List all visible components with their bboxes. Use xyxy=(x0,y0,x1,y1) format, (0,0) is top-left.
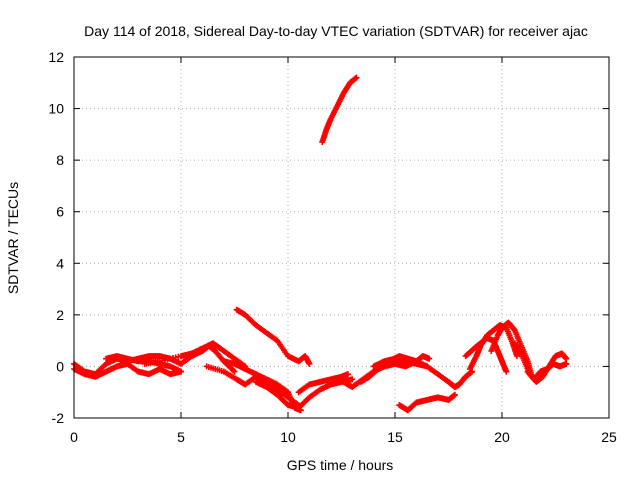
data-point xyxy=(306,360,313,367)
data-point xyxy=(563,355,570,362)
series-arc18 xyxy=(511,340,570,385)
data-point xyxy=(563,360,570,367)
series-arc14 xyxy=(396,391,458,414)
x-tick-label: 5 xyxy=(177,429,185,445)
x-tick-label: 25 xyxy=(601,429,617,445)
series-arc7 xyxy=(233,306,313,367)
plot-frame xyxy=(73,56,610,419)
x-axis-label: GPS time / hours xyxy=(287,457,394,473)
data-point xyxy=(231,368,238,375)
series-arc8 xyxy=(252,376,356,411)
data-points-layer xyxy=(71,74,570,414)
y-tick-label: 0 xyxy=(56,358,64,374)
y-axis-label: SDTVAR / TECUs xyxy=(5,182,21,294)
series-arc13 xyxy=(370,355,476,391)
y-tick-label: 6 xyxy=(56,204,64,220)
series-arc4 xyxy=(141,340,249,370)
data-point xyxy=(513,353,520,360)
data-point xyxy=(344,371,351,378)
y-tick-label: 8 xyxy=(56,152,64,168)
data-point xyxy=(503,368,510,375)
x-tick-label: 15 xyxy=(387,429,403,445)
series-arc2 xyxy=(71,360,184,380)
y-tick-label: 2 xyxy=(56,307,64,323)
data-point xyxy=(349,376,356,383)
series-arc10 xyxy=(319,74,360,146)
series-arc16 xyxy=(462,335,510,375)
y-tick-label: 4 xyxy=(56,255,64,271)
data-point xyxy=(426,355,433,362)
y-tick-label: 10 xyxy=(48,101,64,117)
x-tick-label: 10 xyxy=(280,429,296,445)
data-point xyxy=(451,391,458,398)
y-tick-label: 12 xyxy=(48,49,64,65)
x-tick-label: 0 xyxy=(70,429,78,445)
y-tick-label: -2 xyxy=(52,410,65,426)
ticks-layer: 0 5 10 15 20 25 -2 0 2 4 6 8 10 12 xyxy=(48,49,617,445)
series-arc19 xyxy=(524,360,570,383)
chart-title: Day 114 of 2018, Sidereal Day-to-day VTE… xyxy=(84,23,588,39)
x-tick-label: 20 xyxy=(494,429,510,445)
data-point xyxy=(353,74,360,81)
data-point xyxy=(178,368,184,375)
